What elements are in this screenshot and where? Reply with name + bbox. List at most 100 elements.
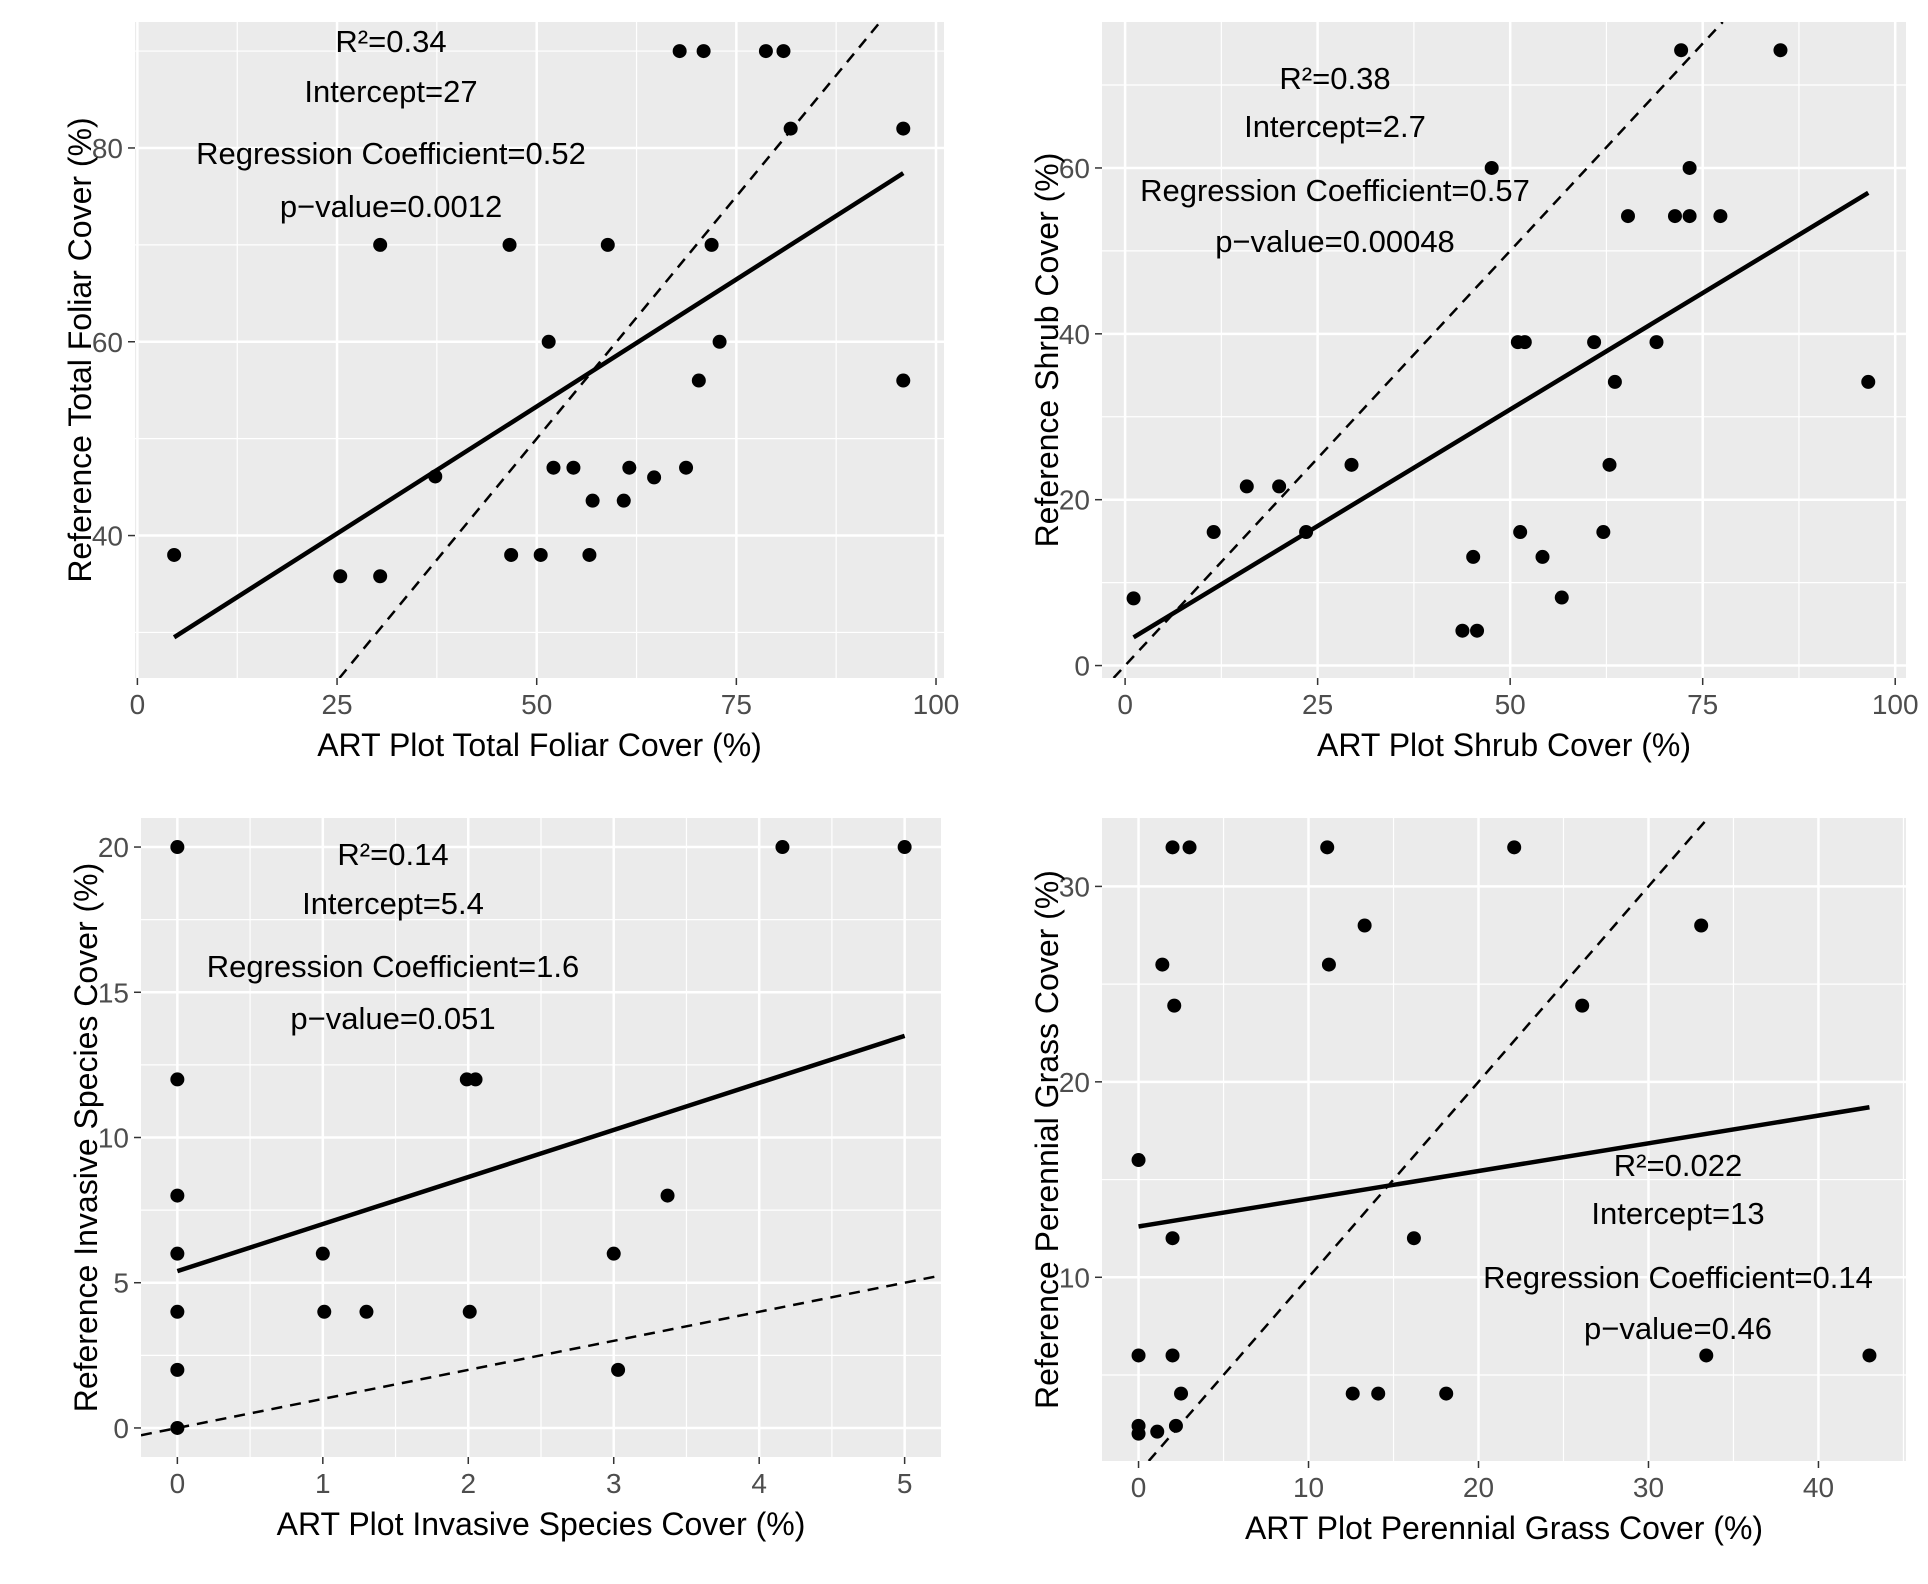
x-axis-title: ART Plot Invasive Species Cover (%) [277, 1506, 806, 1542]
point [1596, 525, 1611, 540]
point [672, 44, 687, 59]
point [170, 840, 185, 855]
point [1239, 479, 1254, 494]
annotation: p−value=0.46 [1584, 1311, 1772, 1346]
point [1321, 957, 1336, 972]
y-tick-label: 20 [1059, 485, 1090, 516]
annotation: Regression Coefficient=0.52 [196, 136, 586, 171]
point [783, 121, 798, 136]
point [1484, 160, 1499, 175]
y-tick-label: 30 [1059, 871, 1090, 902]
point [606, 1246, 621, 1261]
point [1682, 160, 1697, 175]
x-tick-label: 50 [1495, 689, 1526, 720]
y-tick-label: 40 [92, 521, 123, 552]
point [1345, 1386, 1360, 1401]
point [541, 334, 556, 349]
point [1587, 335, 1602, 350]
y-tick-label: 10 [1059, 1262, 1090, 1293]
point [1535, 549, 1550, 564]
point [1773, 43, 1788, 58]
point [502, 237, 517, 252]
point [647, 470, 662, 485]
point [776, 44, 791, 59]
point [1575, 998, 1590, 1013]
point [1131, 1348, 1146, 1363]
point [1155, 957, 1170, 972]
point [428, 469, 443, 484]
point [1182, 840, 1197, 855]
point [1466, 549, 1481, 564]
plot-area [1131, 818, 1877, 1461]
identity-line [141, 1274, 941, 1437]
point [582, 547, 597, 562]
panel-background [1102, 818, 1906, 1461]
point [1165, 1348, 1180, 1363]
point [170, 1304, 185, 1319]
regression-line [1132, 190, 1870, 640]
point [1607, 374, 1622, 389]
plot-area [141, 840, 941, 1437]
point [1150, 1424, 1165, 1439]
annotation: Intercept=2.7 [1244, 109, 1426, 144]
x-tick-label: 40 [1803, 1472, 1834, 1503]
y-axis-title: Reference Total Foliar Cover (%) [62, 117, 98, 582]
point [170, 1246, 185, 1261]
point [373, 569, 388, 584]
y-tick-label: 80 [92, 133, 123, 164]
point [1682, 209, 1697, 224]
point [566, 460, 581, 475]
point [1694, 918, 1709, 933]
x-tick-label: 25 [1302, 689, 1333, 720]
point [1406, 1231, 1421, 1246]
point [696, 44, 711, 59]
point [1439, 1386, 1454, 1401]
x-tick-label: 30 [1633, 1472, 1664, 1503]
point [333, 569, 348, 584]
x-tick-label: 100 [1872, 689, 1919, 720]
identity-line [1147, 818, 1709, 1461]
point [616, 493, 631, 508]
y-axis-title: Reference Shrub Cover (%) [1029, 153, 1065, 548]
annotation: Intercept=27 [304, 74, 477, 109]
point [1131, 1153, 1146, 1168]
point [1649, 335, 1664, 350]
plot-area [167, 22, 911, 678]
regression-line [1138, 1105, 1870, 1229]
point [896, 121, 911, 136]
point [1554, 590, 1569, 605]
point [1165, 1231, 1180, 1246]
annotation: Regression Coefficient=0.14 [1483, 1260, 1873, 1295]
point [170, 1420, 185, 1435]
point [1620, 209, 1635, 224]
point [775, 840, 790, 855]
point [622, 460, 637, 475]
point [660, 1188, 675, 1203]
x-tick-label: 5 [897, 1468, 913, 1499]
point [359, 1304, 374, 1319]
x-tick-label: 75 [721, 689, 752, 720]
y-axis-title: Reference Invasive Species Cover (%) [68, 863, 104, 1413]
y-tick-label: 0 [113, 1413, 129, 1444]
point [691, 373, 706, 388]
x-tick-label: 0 [1117, 689, 1133, 720]
point [1517, 335, 1532, 350]
y-tick-label: 60 [92, 327, 123, 358]
annotation: Intercept=5.4 [302, 886, 484, 921]
point [679, 460, 694, 475]
point [468, 1072, 483, 1087]
point [1167, 998, 1182, 1013]
x-axis-title: ART Plot Total Foliar Cover (%) [317, 727, 762, 763]
point [1344, 457, 1359, 472]
point [704, 237, 719, 252]
annotation: Regression Coefficient=1.6 [207, 949, 580, 984]
annotation: p−value=0.0012 [280, 189, 502, 224]
y-tick-label: 15 [98, 977, 129, 1008]
x-tick-label: 2 [460, 1468, 476, 1499]
point [504, 547, 519, 562]
point [170, 1188, 185, 1203]
x-tick-label: 100 [913, 689, 960, 720]
point [1174, 1386, 1189, 1401]
point [1674, 43, 1689, 58]
